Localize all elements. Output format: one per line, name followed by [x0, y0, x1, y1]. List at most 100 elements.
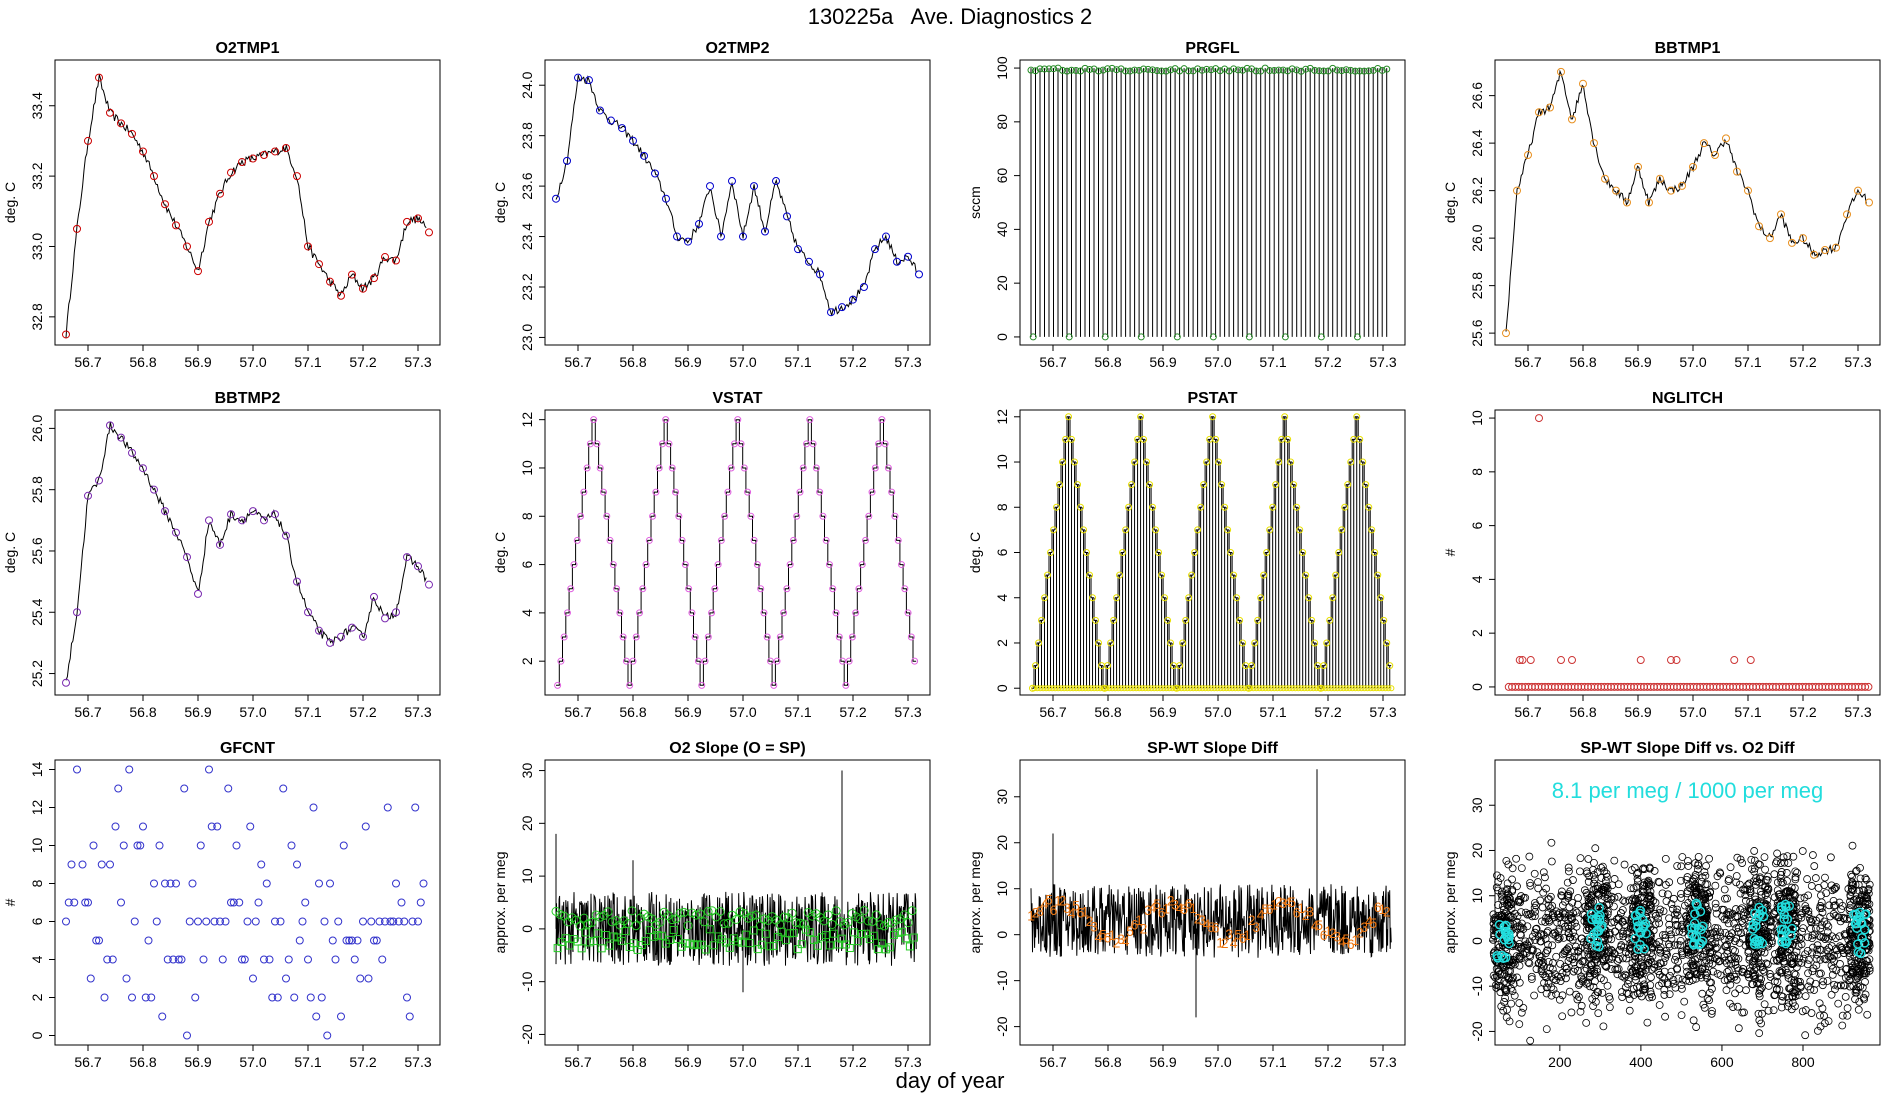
data-point: [1804, 933, 1812, 942]
highlight-point: [1779, 914, 1789, 924]
data-point: [1088, 685, 1095, 692]
data-point: [1701, 871, 1710, 880]
data-point: [1642, 942, 1651, 950]
highlight-point: [1861, 909, 1871, 919]
data-point: [1790, 978, 1799, 987]
data-point: [789, 928, 798, 937]
data-point: [172, 528, 180, 537]
data-point: [1063, 67, 1071, 75]
data-point: [1367, 685, 1374, 692]
data-point: [1525, 937, 1534, 946]
data-point: [901, 585, 909, 593]
data-point: [640, 151, 648, 160]
data-point: [777, 927, 786, 936]
data-point: [1694, 852, 1703, 861]
data-point: [1846, 974, 1855, 983]
data-point: [1532, 925, 1540, 933]
data-point: [1289, 685, 1296, 692]
data-point: [693, 940, 702, 949]
data-point: [100, 993, 109, 1002]
data-point: [210, 917, 219, 926]
data-point: [1527, 972, 1536, 981]
digit-marker: 6: [1239, 930, 1247, 946]
data-point: [1498, 887, 1506, 896]
data-point: [1689, 875, 1698, 883]
data-point: [1044, 571, 1052, 579]
data-point: [889, 930, 898, 939]
data-point: [1726, 980, 1735, 989]
data-point: [1773, 914, 1782, 923]
y-tick-label: 20: [519, 815, 535, 831]
data-point: [1178, 685, 1185, 692]
data-point: [1863, 1010, 1872, 1019]
data-point: [1492, 983, 1501, 992]
data-point: [904, 252, 912, 261]
data-point: [1299, 549, 1307, 556]
data-point: [1655, 1001, 1664, 1009]
data-point: [1767, 939, 1776, 948]
data-point: [705, 925, 714, 934]
data-point: [1750, 966, 1759, 975]
data-point: [1253, 685, 1260, 692]
data-point: [1582, 920, 1591, 928]
data-point: [813, 941, 822, 950]
data-point: [1268, 685, 1275, 692]
data-point: [1757, 984, 1766, 992]
series-line: [556, 419, 917, 686]
data-point: [1281, 333, 1289, 341]
data-point: [1614, 965, 1623, 973]
data-point: [1337, 685, 1344, 692]
data-point: [1245, 684, 1253, 692]
data-point: [1499, 1006, 1508, 1015]
data-point: [1507, 900, 1516, 908]
data-point: [1610, 893, 1619, 902]
digit-marker: 2: [1275, 893, 1283, 909]
data-point: [775, 920, 785, 930]
data-point: [1593, 987, 1602, 996]
data-point: [1558, 909, 1567, 917]
data-point: [1212, 435, 1220, 443]
x-tick-label: 57.3: [1369, 704, 1396, 720]
data-point: [1503, 879, 1512, 888]
data-point: [1161, 594, 1169, 602]
data-point: [1534, 878, 1542, 886]
data-point: [785, 929, 794, 938]
data-point: [1359, 458, 1367, 466]
data-point: [831, 906, 841, 916]
data-point: [1582, 1018, 1591, 1027]
data-point: [1162, 67, 1170, 75]
data-point: [1537, 937, 1545, 946]
data-point: [1848, 878, 1856, 886]
y-tick-label: 25.2: [29, 660, 45, 687]
x-tick-label: 56.7: [1514, 704, 1541, 720]
data-point: [701, 657, 709, 665]
data-point: [1196, 685, 1203, 692]
data-point: [1618, 993, 1627, 1002]
data-point: [1656, 943, 1665, 952]
data-point: [1684, 862, 1693, 870]
data-point: [1689, 963, 1698, 972]
data-point: [1555, 995, 1564, 1004]
data-point: [721, 512, 729, 520]
data-point: [1626, 884, 1635, 893]
data-point: [293, 860, 301, 869]
highlight-point: [1596, 922, 1606, 933]
data-point: [1146, 481, 1154, 489]
data-point: [1864, 682, 1873, 691]
data-point: [1686, 884, 1695, 893]
data-point: [1386, 662, 1394, 670]
data-point: [122, 974, 131, 983]
data-point: [553, 944, 562, 953]
y-tick-label: 32.8: [29, 303, 45, 330]
data-point: [1579, 79, 1587, 88]
data-point: [1326, 616, 1334, 624]
data-point: [1831, 901, 1839, 910]
digit-marker: 2: [1302, 907, 1310, 923]
x-tick-label: 57.3: [1844, 704, 1871, 720]
data-point: [1678, 853, 1687, 861]
data-point: [567, 585, 575, 593]
data-point: [1155, 549, 1163, 556]
data-point: [84, 898, 92, 907]
data-point: [1137, 333, 1145, 341]
